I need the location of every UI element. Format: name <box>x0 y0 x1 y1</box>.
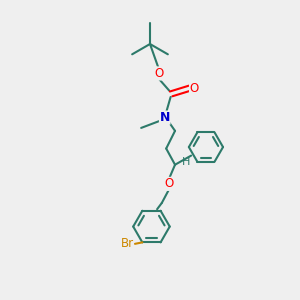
Text: H: H <box>182 158 190 167</box>
Text: O: O <box>190 82 199 95</box>
Text: O: O <box>164 177 174 190</box>
Text: N: N <box>160 111 170 124</box>
Text: Br: Br <box>121 237 134 250</box>
Text: O: O <box>154 67 164 80</box>
